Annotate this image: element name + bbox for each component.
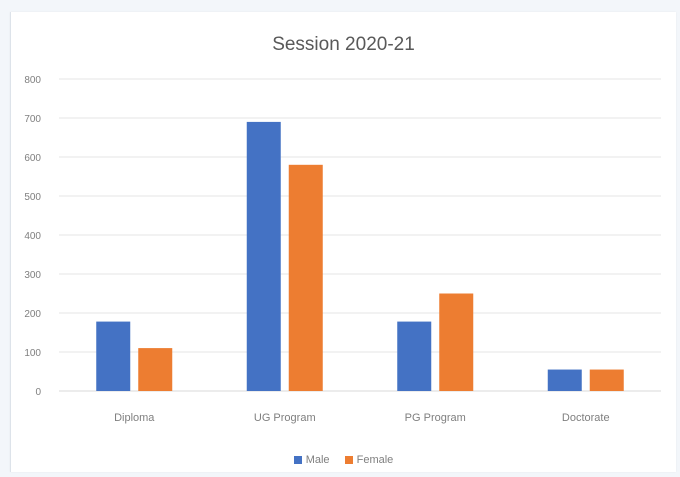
bar-male: [547, 369, 582, 391]
bar-male: [246, 121, 281, 392]
bar-female: [439, 293, 474, 391]
y-tick-label: 300: [24, 270, 41, 281]
chart-title: Session 2020-21: [272, 34, 415, 55]
bar-male: [96, 321, 131, 391]
y-tick-label: 200: [24, 309, 41, 320]
bar-female: [138, 348, 173, 391]
x-tick-label: PG Program: [405, 412, 466, 424]
y-tick-label: 100: [24, 348, 41, 359]
bar-male: [397, 321, 432, 391]
chart-card: Session 2020-21 0 100 200 300 400 500 600 700 80…: [10, 12, 676, 472]
y-tick-label: 800: [24, 75, 41, 86]
y-tick-label: 500: [24, 192, 41, 203]
bar-female: [589, 369, 624, 391]
bar-chart: 0 100 200 300 400 500 600 700 800 Diploma UG Progr…: [24, 75, 661, 424]
legend-swatch-female: [344, 456, 353, 464]
bar-female: [288, 164, 323, 391]
x-tick-label: Diploma: [114, 412, 155, 424]
legend-item-female: Female: [344, 454, 394, 466]
legend-item-male: Male: [293, 454, 330, 466]
y-tick-label: 400: [24, 231, 41, 242]
x-tick-label: Doctorate: [562, 412, 610, 424]
legend-swatch-male: [293, 456, 302, 464]
y-tick-label: 0: [35, 387, 41, 398]
legend-label-female: Female: [356, 454, 394, 466]
y-tick-label: 600: [24, 153, 41, 164]
legend: Male Female: [11, 454, 676, 467]
legend-label-male: Male: [305, 454, 330, 466]
x-tick-label: UG Program: [254, 412, 316, 424]
y-tick-label: 700: [24, 114, 41, 125]
